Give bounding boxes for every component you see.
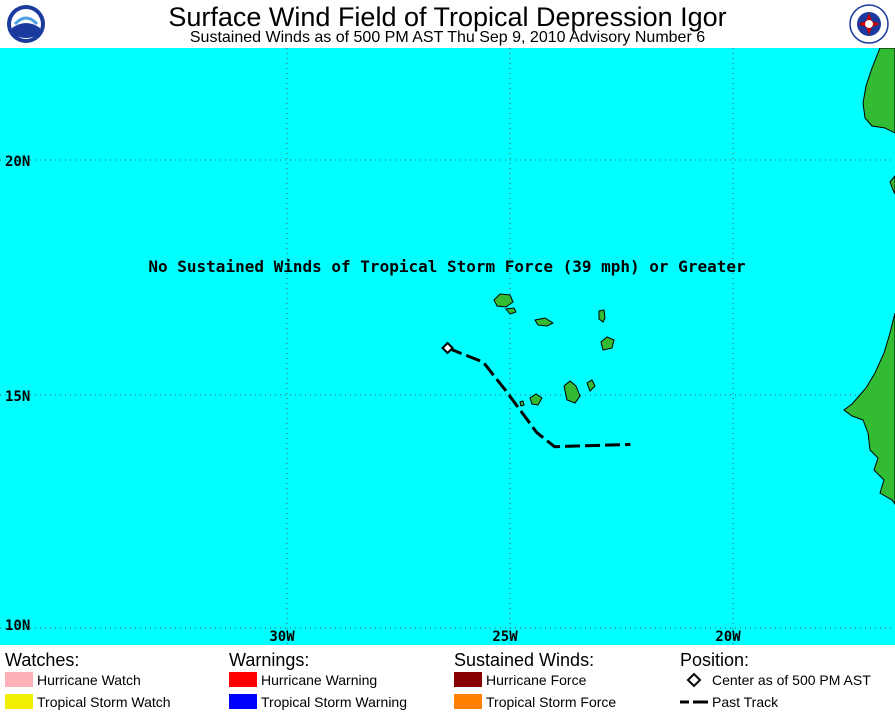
legend: Watches: Hurricane Watch Tropical Storm … [0,645,895,716]
island-sao-nicolau [534,317,555,327]
graticule [0,48,895,645]
nws-logo-icon [849,4,889,44]
island-sao-vicente [505,307,517,315]
past-track-legend-icon [680,700,708,704]
legend-label: Tropical Storm Warning [261,694,408,710]
island-santiago [563,380,581,404]
legend-warnings-heading: Warnings: [229,650,310,670]
lon-label-25w: 25W [492,629,518,645]
hurricane-watch-swatch [5,672,33,687]
tropical-storm-warning-swatch [229,694,257,709]
lon-label-30w: 30W [269,629,295,645]
tropical-storm-force-swatch [454,694,482,709]
header: Surface Wind Field of Tropical Depressio… [0,0,895,48]
legend-label: Past Track [712,694,779,710]
legend-label: Hurricane Watch [37,672,141,688]
lat-label-15n: 15N [5,389,30,405]
island-brava [519,400,525,407]
storm-center-marker [441,341,454,355]
island-sal [598,309,606,323]
lat-label-20n: 20N [5,154,30,170]
legend-label: Hurricane Warning [261,672,378,688]
africa-coast [843,48,895,505]
tropical-storm-watch-swatch [5,694,33,709]
land-west-africa [843,312,895,505]
lon-label-20w: 20W [715,629,741,645]
legend-label: Hurricane Force [486,672,587,688]
legend-label: Tropical Storm Force [486,694,617,710]
center-diamond-icon [441,341,454,355]
cape-verde-islands [493,293,615,407]
page-title: Surface Wind Field of Tropical Depressio… [168,2,727,32]
lat-label-10n: 10N [5,618,30,634]
legend-winds-heading: Sustained Winds: [454,650,595,670]
wind-field-map: No Sustained Winds of Tropical Storm For… [0,48,895,645]
hurricane-warning-swatch [229,672,257,687]
land-north-africa [862,48,895,134]
legend-watches-heading: Watches: [5,650,80,670]
noaa-logo-icon [7,5,45,43]
island-boa-vista [600,336,615,351]
legend-label: Tropical Storm Watch [37,694,171,710]
hurricane-force-swatch [454,672,482,687]
island-maio [586,379,596,392]
legend-label: Center as of 500 PM AST [712,672,871,688]
center-diamond-legend-icon [686,672,702,688]
legend-position-heading: Position: [680,650,750,670]
no-winds-message: No Sustained Winds of Tropical Storm For… [148,257,745,276]
island-santo-antao [493,293,514,308]
page-subtitle: Sustained Winds as of 500 PM AST Thu Sep… [189,29,706,46]
past-track-line [447,346,631,449]
land-coast-fragment [889,175,895,195]
island-fogo [529,393,543,406]
